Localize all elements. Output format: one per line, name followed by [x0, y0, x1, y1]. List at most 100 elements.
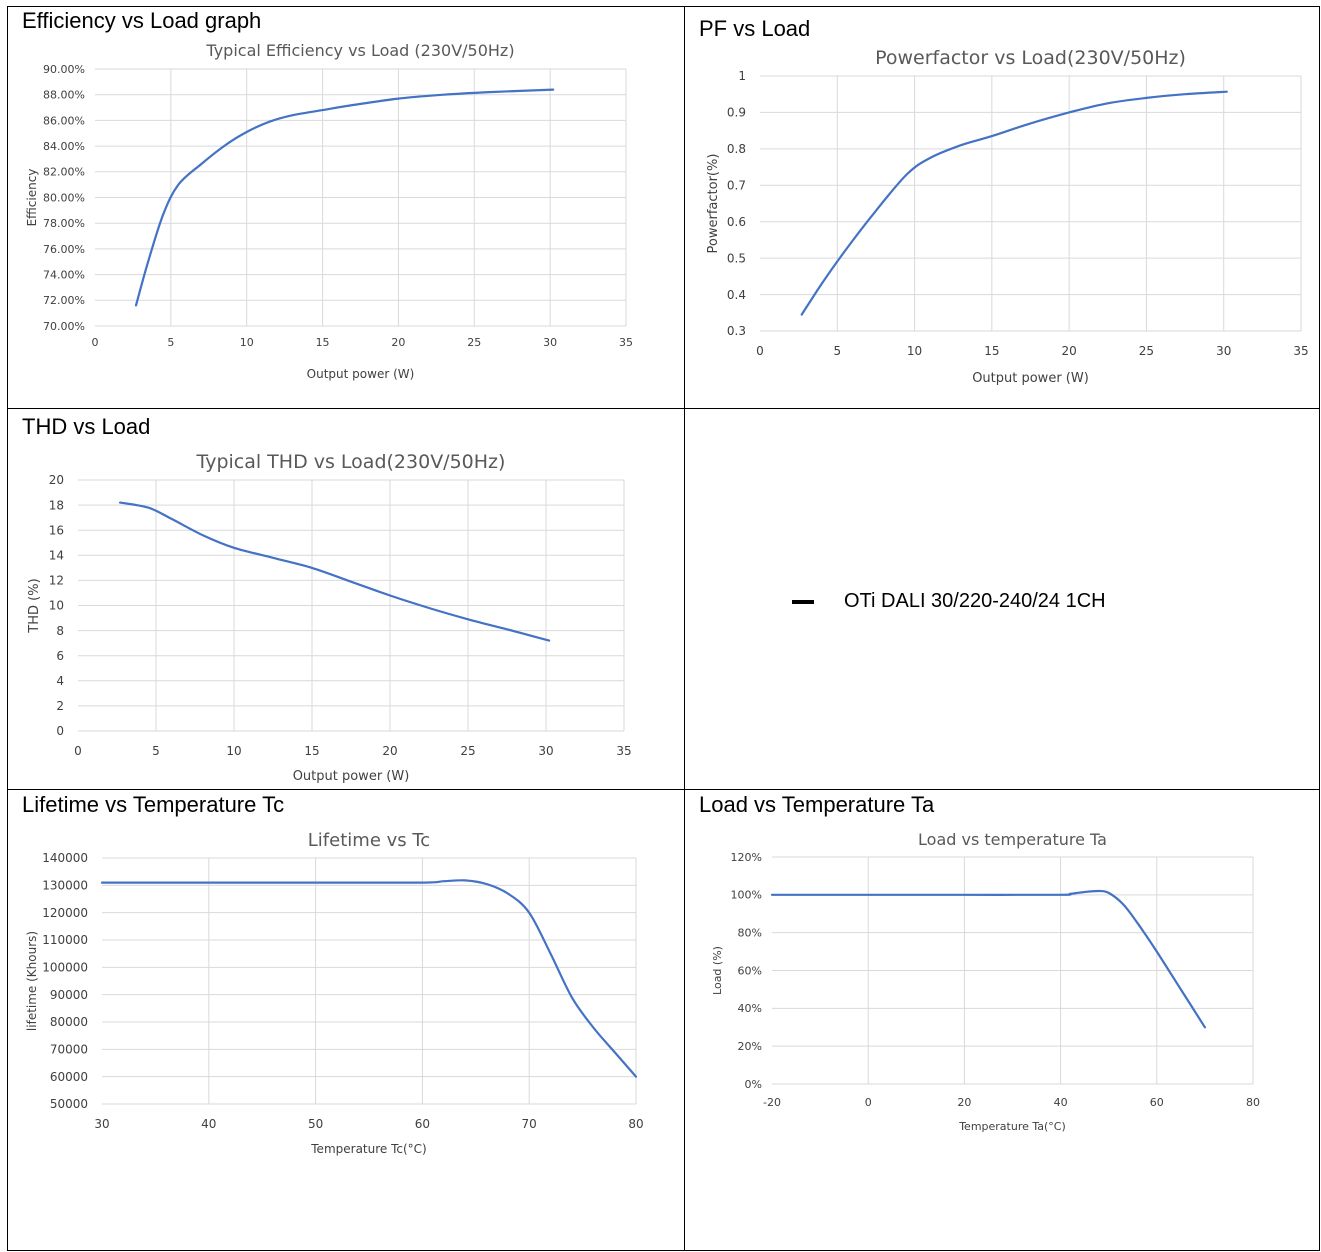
x-tick-label: 10 — [226, 744, 241, 758]
y-tick-label: 82.00% — [43, 166, 85, 179]
y-tick-label: 70.00% — [43, 320, 85, 333]
legend: OTi DALI 30/220-240/24 1CH — [792, 590, 1106, 613]
y-tick-label: 70000 — [50, 1043, 88, 1057]
x-tick-label: 35 — [1293, 344, 1308, 358]
x-tick-label: 15 — [984, 344, 999, 358]
legend-swatch — [792, 599, 814, 604]
y-tick-label: 0.6 — [727, 215, 746, 229]
y-tick-label: 18 — [49, 498, 64, 512]
column-divider — [684, 6, 685, 1251]
x-tick-label: 30 — [1216, 344, 1231, 358]
series-line — [770, 889, 1206, 1029]
y-tick-label: 0.8 — [727, 142, 746, 156]
y-tick-label: 140000 — [42, 851, 88, 865]
y-axis-label: Efficiency — [25, 169, 39, 227]
x-tick-label: 0 — [865, 1096, 872, 1109]
efficiency-chart: Typical Efficiency vs Load (230V/50Hz) 70… — [25, 41, 633, 381]
x-tick-label: 20 — [382, 744, 397, 758]
y-tick-label: 0.7 — [727, 178, 746, 192]
y-tick-label: 100% — [731, 889, 762, 902]
x-axis-label: Temperature Tc(°C) — [310, 1142, 426, 1156]
x-tick-label: 5 — [152, 744, 160, 758]
y-tick-label: 110000 — [42, 933, 88, 947]
series-line — [119, 501, 551, 642]
chart-title: Lifetime vs Tc — [308, 830, 430, 851]
y-tick-label: 0.4 — [727, 288, 746, 302]
series-line — [100, 879, 638, 1078]
y-tick-label: 60% — [738, 964, 762, 977]
y-tick-label: 74.00% — [43, 268, 85, 281]
row-divider-2 — [7, 789, 1320, 790]
chart-title: Typical THD vs Load(230V/50Hz) — [196, 451, 506, 473]
y-tick-label: 0.9 — [727, 106, 746, 120]
x-tick-label: -20 — [763, 1096, 781, 1109]
y-tick-label: 8 — [56, 624, 64, 638]
x-tick-label: 20 — [391, 336, 405, 349]
x-tick-label: 25 — [1139, 344, 1154, 358]
y-tick-label: 1 — [738, 69, 746, 83]
x-tick-label: 80 — [1246, 1096, 1260, 1109]
x-tick-label: 50 — [308, 1117, 323, 1131]
x-tick-label: 30 — [538, 744, 553, 758]
y-tick-label: 72.00% — [43, 294, 85, 307]
x-tick-label: 25 — [460, 744, 475, 758]
x-tick-label: 15 — [304, 744, 319, 758]
x-tick-label: 70 — [522, 1117, 537, 1131]
x-tick-label: 10 — [907, 344, 922, 358]
y-axis-label: Load (%) — [711, 946, 724, 995]
x-tick-label: 0 — [74, 744, 82, 758]
chart-title: Typical Efficiency vs Load (230V/50Hz) — [205, 41, 514, 60]
y-tick-label: 0.3 — [727, 324, 746, 338]
y-tick-label: 50000 — [50, 1097, 88, 1111]
y-tick-label: 84.00% — [43, 140, 85, 153]
x-tick-label: 60 — [1150, 1096, 1164, 1109]
y-tick-label: 76.00% — [43, 243, 85, 256]
x-axis-label: Output power (W) — [293, 769, 410, 784]
cell-title-thd: THD vs Load — [22, 414, 151, 439]
y-axis-label: lifetime (Khours) — [25, 931, 39, 1031]
cell-title-pf: PF vs Load — [699, 16, 811, 41]
x-tick-label: 0 — [92, 336, 99, 349]
x-tick-label: 40 — [201, 1117, 216, 1131]
y-tick-label: 100000 — [42, 961, 88, 975]
legend-label: OTi DALI 30/220-240/24 1CH — [844, 590, 1106, 612]
x-axis-label: Temperature Ta(°C) — [958, 1120, 1066, 1133]
y-tick-label: 120000 — [42, 906, 88, 920]
x-axis-label: Output power (W) — [307, 367, 415, 381]
y-tick-label: 78.00% — [43, 217, 85, 230]
x-tick-label: 0 — [756, 344, 764, 358]
y-tick-label: 0.5 — [727, 251, 746, 265]
x-tick-label: 5 — [167, 336, 174, 349]
series-line — [134, 88, 555, 307]
y-tick-label: 2 — [56, 699, 64, 713]
powerfactor-chart: Powerfactor vs Load(230V/50Hz) 0.3 0.4 0.5 0… — [706, 47, 1309, 386]
y-tick-label: 20% — [738, 1040, 762, 1053]
x-tick-label: 15 — [316, 336, 330, 349]
y-tick-label: 88.00% — [43, 89, 85, 102]
x-tick-label: 30 — [94, 1117, 109, 1131]
y-tick-label: 80000 — [50, 1015, 88, 1029]
chart-title: Load vs temperature Ta — [918, 830, 1107, 849]
cell-title-load: Load vs Temperature Ta — [699, 792, 935, 817]
y-axis-label: Powerfactor(%) — [706, 154, 721, 254]
row-divider-1 — [7, 408, 1320, 409]
x-tick-label: 80 — [628, 1117, 643, 1131]
y-tick-label: 20 — [49, 473, 64, 487]
cell-title-lifetime: Lifetime vs Temperature Tc — [22, 792, 285, 817]
x-tick-label: 30 — [543, 336, 557, 349]
x-tick-label: 10 — [240, 336, 254, 349]
y-tick-label: 0% — [745, 1078, 762, 1091]
y-tick-label: 4 — [56, 674, 64, 688]
y-tick-label: 40% — [738, 1002, 762, 1015]
x-tick-label: 25 — [467, 336, 481, 349]
y-tick-label: 86.00% — [43, 114, 85, 127]
series-line — [800, 90, 1228, 316]
x-tick-label: 40 — [1054, 1096, 1068, 1109]
y-tick-label: 16 — [49, 523, 64, 537]
cell-title-efficiency: Efficiency vs Load graph — [22, 8, 262, 33]
x-tick-label: 35 — [616, 744, 631, 758]
lifetime-chart: Lifetime vs Tc 50000 60000 70000 80000 90000 1… — [25, 830, 644, 1156]
y-tick-label: 130000 — [42, 879, 88, 893]
y-tick-label: 60000 — [50, 1070, 88, 1084]
